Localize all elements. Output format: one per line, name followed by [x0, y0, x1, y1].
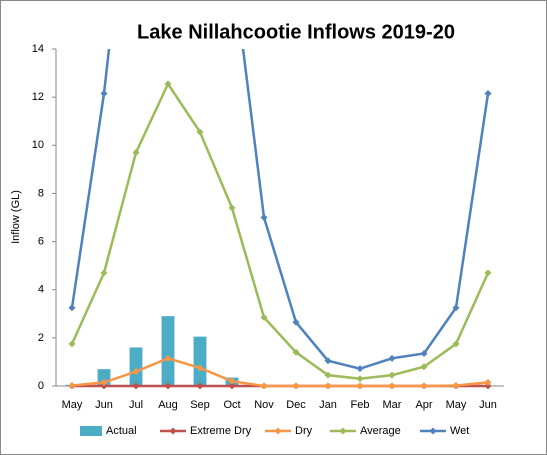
line — [71, 356, 489, 388]
legend-swatch — [429, 427, 437, 435]
x-tick-label: Aug — [158, 399, 178, 411]
marker — [388, 354, 396, 362]
y-tick-label: 12 — [32, 91, 44, 103]
x-tick-label: May — [62, 399, 83, 411]
marker — [452, 340, 460, 348]
x-tick-label: Jun — [479, 399, 497, 411]
marker — [164, 80, 172, 88]
marker — [356, 365, 364, 373]
marker — [132, 149, 140, 157]
marker — [68, 340, 76, 348]
marker — [68, 382, 76, 389]
x-tick-label: Nov — [254, 399, 274, 411]
y-tick-label: 2 — [38, 332, 44, 344]
legend-label: Average — [360, 425, 401, 437]
marker — [324, 357, 332, 365]
marker — [292, 382, 300, 389]
legend-label: Actual — [106, 425, 137, 437]
marker — [196, 382, 204, 389]
marker — [196, 128, 204, 136]
bar — [129, 347, 143, 386]
marker — [388, 382, 396, 389]
marker — [132, 368, 140, 376]
y-tick-label: 4 — [38, 284, 44, 296]
y-axis-label: Inflow (GL) — [10, 190, 22, 244]
legend-swatch — [274, 427, 282, 435]
marker — [132, 382, 140, 389]
marker — [356, 375, 364, 383]
y-tick-label: 6 — [38, 235, 44, 247]
marker — [100, 90, 108, 98]
marker — [292, 348, 300, 356]
marker — [260, 214, 268, 221]
x-tick-label: Jul — [129, 399, 143, 411]
marker — [356, 382, 364, 389]
legend-label: Dry — [295, 425, 313, 437]
marker — [228, 377, 236, 385]
marker — [484, 90, 492, 98]
y-tick-label: 14 — [32, 43, 44, 55]
x-tick-label: Mar — [383, 399, 402, 411]
x-tick-label: Jan — [319, 399, 337, 411]
marker — [484, 378, 492, 386]
x-tick-label: May — [446, 399, 467, 411]
chart-title: Lake Nillahcootie Inflows 2019-20 — [137, 21, 455, 43]
legend-swatch — [169, 427, 177, 435]
y-tick-label: 10 — [32, 139, 44, 151]
x-tick-label: Jun — [95, 399, 113, 411]
x-tick-label: Oct — [223, 399, 240, 411]
marker — [196, 364, 204, 372]
x-tick-label: Dec — [286, 399, 306, 411]
marker — [420, 350, 428, 358]
marker — [388, 371, 396, 379]
marker — [68, 304, 76, 312]
marker — [324, 382, 332, 389]
marker — [420, 363, 428, 371]
marker — [260, 313, 268, 321]
marker — [228, 204, 236, 212]
marker — [228, 382, 236, 389]
y-tick-label: 8 — [38, 187, 44, 199]
bar — [161, 316, 175, 386]
legend-label: Extreme Dry — [190, 425, 252, 437]
marker — [164, 354, 172, 362]
y-tick-label: 0 — [38, 380, 44, 392]
marker — [260, 382, 268, 389]
marker — [452, 382, 460, 389]
line — [70, 81, 490, 381]
marker — [484, 269, 492, 277]
marker — [164, 382, 172, 389]
bar — [193, 336, 207, 386]
marker — [420, 382, 428, 389]
x-tick-label: Sep — [190, 399, 210, 411]
marker — [324, 371, 332, 379]
x-tick-label: Feb — [351, 399, 370, 411]
line — [70, 49, 490, 370]
marker — [100, 378, 108, 386]
x-tick-label: Apr — [415, 399, 432, 411]
legend-swatch — [80, 426, 102, 436]
legend-swatch — [339, 427, 347, 435]
plot-area — [65, 49, 492, 389]
marker — [452, 304, 460, 312]
marker — [100, 269, 108, 277]
legend-label: Wet — [450, 425, 469, 437]
marker — [292, 318, 300, 326]
